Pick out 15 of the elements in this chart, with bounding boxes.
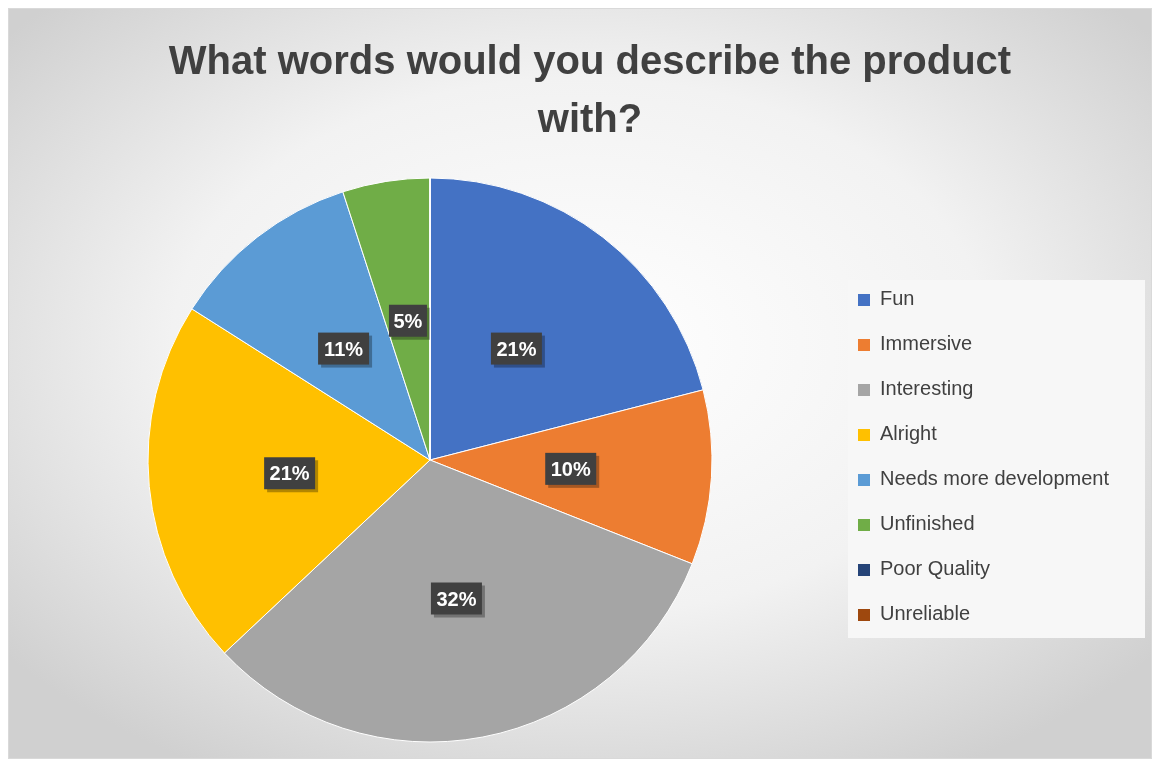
legend-label: Unreliable bbox=[880, 602, 971, 624]
chart-title: What words would you describe the product with? bbox=[168, 38, 1012, 140]
legend-label: Interesting bbox=[880, 377, 974, 399]
legend-label: Immersive bbox=[880, 332, 973, 354]
data-label: 21% bbox=[496, 337, 537, 360]
legend-label: Unfinished bbox=[880, 512, 975, 534]
data-label: 11% bbox=[324, 337, 364, 360]
data-label: 5% bbox=[393, 309, 423, 332]
legend-label: Fun bbox=[880, 287, 915, 309]
data-label: 32% bbox=[436, 587, 477, 610]
legend-label: Needs more development bbox=[880, 467, 1110, 489]
legend-label: Alright bbox=[880, 422, 938, 444]
data-label: 10% bbox=[550, 457, 591, 480]
legend-label: Poor Quality bbox=[880, 557, 991, 579]
data-label: 21% bbox=[269, 462, 310, 485]
